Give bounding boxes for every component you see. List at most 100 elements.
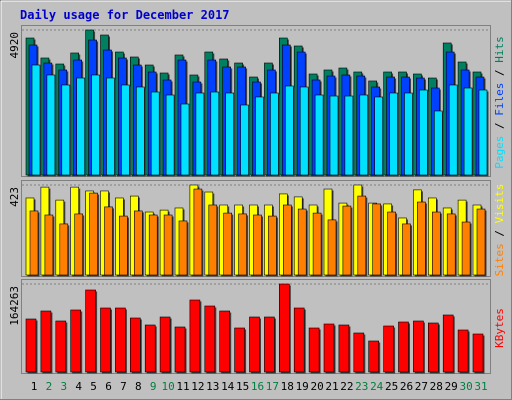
- legend-entry: Hits: [493, 36, 506, 63]
- bar: [446, 213, 456, 276]
- bar: [240, 104, 249, 176]
- bar: [208, 204, 218, 276]
- bar: [448, 84, 458, 176]
- legend-separator: /: [493, 116, 506, 136]
- bar: [297, 208, 307, 276]
- bar: [189, 299, 201, 373]
- y-tick-label: 423: [8, 187, 21, 207]
- bar: [195, 92, 205, 176]
- x-tick-label: 23: [355, 380, 368, 393]
- bar: [344, 95, 354, 176]
- bar: [219, 310, 230, 373]
- y-tick-label: 4920: [8, 32, 21, 59]
- bar: [314, 94, 324, 176]
- bar: [238, 213, 247, 276]
- bar: [417, 201, 426, 276]
- bar: [85, 289, 96, 373]
- bar: [457, 329, 469, 373]
- bar: [106, 77, 115, 176]
- x-tick-label: 9: [150, 380, 157, 393]
- bar: [419, 89, 428, 176]
- bar: [387, 211, 396, 276]
- bar: [383, 325, 394, 373]
- x-tick-label: 27: [415, 380, 428, 393]
- bar: [91, 74, 100, 176]
- bar: [308, 327, 320, 373]
- x-tick-label: 12: [191, 380, 204, 393]
- bar: [404, 92, 413, 176]
- bar: [130, 317, 141, 373]
- bar: [25, 318, 37, 373]
- legend-entry: Pages: [493, 136, 506, 169]
- x-tick-label: 1: [31, 380, 38, 393]
- bar: [180, 103, 190, 176]
- bar: [249, 316, 260, 373]
- bar: [119, 215, 128, 276]
- bar: [476, 208, 486, 276]
- bar: [255, 96, 264, 176]
- x-tick-label: 8: [135, 380, 142, 393]
- bar: [115, 307, 126, 373]
- bar: [165, 94, 175, 176]
- x-tick-label: 17: [266, 380, 279, 393]
- y-tick-label: 164263: [8, 286, 21, 326]
- bar: [31, 64, 41, 176]
- bar: [327, 219, 337, 276]
- x-tick-label: 24: [370, 380, 384, 393]
- x-tick-label: 11: [176, 380, 189, 393]
- bar: [144, 324, 156, 373]
- bar: [433, 110, 443, 176]
- bar: [431, 211, 441, 276]
- bar: [223, 212, 232, 276]
- bar: [74, 213, 83, 276]
- bar: [59, 223, 69, 276]
- bar: [353, 332, 365, 373]
- bar: [159, 316, 171, 373]
- bar: [359, 94, 369, 176]
- bar: [427, 322, 439, 373]
- bar: [44, 214, 54, 276]
- bar: [55, 320, 67, 373]
- bar: [312, 212, 322, 276]
- x-tick-label: 2: [46, 380, 53, 393]
- bar: [253, 214, 262, 276]
- bar: [148, 214, 158, 276]
- x-tick-label: 18: [281, 380, 294, 393]
- x-tick-label: 10: [161, 380, 174, 393]
- bar: [210, 91, 220, 176]
- legend-separator: /: [493, 223, 506, 243]
- x-tick-label: 28: [430, 380, 443, 393]
- legend: Pages / Files / Hits: [493, 36, 506, 169]
- bar: [268, 215, 277, 276]
- bar: [299, 86, 309, 176]
- bar: [293, 307, 305, 373]
- bar: [329, 95, 339, 176]
- bar: [374, 96, 384, 176]
- legend-separator: /: [493, 63, 506, 83]
- x-tick-label: 26: [400, 380, 413, 393]
- bar: [278, 283, 290, 373]
- bar: [100, 307, 111, 373]
- x-tick-label: 14: [221, 380, 235, 393]
- legend: KBytes: [493, 308, 506, 348]
- x-tick-label: 21: [325, 380, 338, 393]
- legend-entry: Sites: [493, 243, 506, 276]
- x-tick-label: 31: [474, 380, 487, 393]
- bar: [413, 320, 424, 373]
- legend-entry: KBytes: [493, 308, 506, 348]
- x-tick-label: 6: [105, 380, 112, 393]
- bar: [282, 204, 292, 276]
- bar: [368, 340, 380, 373]
- bar: [463, 87, 473, 176]
- x-tick-label: 19: [296, 380, 309, 393]
- bar: [389, 92, 398, 176]
- x-tick-label: 7: [120, 380, 127, 393]
- bar: [89, 192, 98, 276]
- bar: [472, 333, 484, 373]
- bar: [284, 85, 294, 176]
- bar: [461, 221, 471, 276]
- bar: [134, 210, 143, 276]
- x-tick-label: 5: [90, 380, 97, 393]
- x-tick-label: 29: [445, 380, 458, 393]
